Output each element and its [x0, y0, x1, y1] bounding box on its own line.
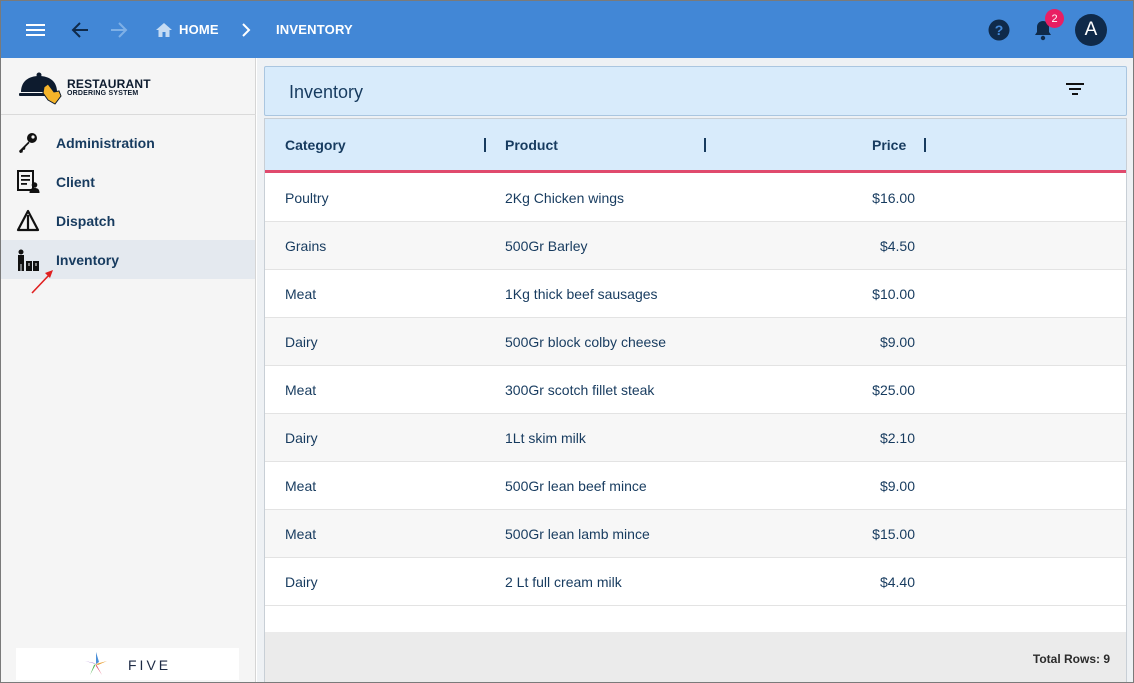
main-content: Inventory Category Product Price Poultry…	[257, 58, 1133, 682]
app-logo: RESTAURANT ORDERING SYSTEM	[1, 58, 256, 115]
cloche-icon	[19, 72, 62, 105]
svg-text:?: ?	[995, 22, 1004, 38]
table-row[interactable]: Dairy 500Gr block colby cheese $9.00	[265, 318, 1126, 366]
home-icon[interactable]	[149, 15, 179, 45]
sidebar: RESTAURANT ORDERING SYSTEM Administratio…	[1, 58, 256, 682]
avatar[interactable]: A	[1075, 14, 1107, 46]
cell-price: $9.00	[879, 478, 915, 494]
table-row[interactable]: Meat 300Gr scotch fillet steak $25.00	[265, 366, 1126, 414]
dispatch-icon	[16, 209, 40, 233]
cell-category: Poultry	[285, 190, 329, 206]
filter-icon[interactable]	[1065, 81, 1089, 103]
cell-product: 2Kg Chicken wings	[505, 190, 625, 206]
cell-price: $2.10	[879, 430, 915, 446]
cell-price: $16.00	[872, 190, 915, 206]
column-resize-handle[interactable]	[924, 138, 926, 152]
sidebar-item-client[interactable]: Client	[1, 162, 255, 201]
column-header-price[interactable]: Price	[872, 137, 907, 153]
chevron-right-icon	[231, 15, 261, 45]
cell-category: Meat	[285, 526, 317, 542]
table-row[interactable]: Meat 1Kg thick beef sausages $10.00	[265, 270, 1126, 318]
column-header-product[interactable]: Product	[505, 137, 558, 153]
breadcrumb-current: INVENTORY	[276, 22, 353, 37]
cell-product: 2 Lt full cream milk	[505, 574, 622, 590]
logo-subtitle: ORDERING SYSTEM	[67, 90, 139, 97]
cell-category: Dairy	[285, 334, 318, 350]
sidebar-item-label: Inventory	[56, 252, 120, 268]
logo-title: RESTAURANT	[67, 77, 151, 91]
cell-category: Dairy	[285, 574, 318, 590]
table-row[interactable]: Dairy 2 Lt full cream milk $4.40	[265, 558, 1126, 606]
sidebar-item-label: Dispatch	[56, 213, 116, 229]
forward-arrow-icon[interactable]	[104, 15, 134, 45]
column-resize-handle[interactable]	[484, 138, 486, 152]
five-logo: FIVE	[16, 648, 239, 680]
breadcrumb-home[interactable]: HOME	[179, 22, 219, 37]
cell-category: Meat	[285, 478, 317, 494]
cell-price: $15.00	[872, 526, 915, 542]
cell-product: 1Lt skim milk	[505, 430, 586, 446]
page-title: Inventory	[289, 82, 364, 102]
cell-category: Dairy	[285, 430, 318, 446]
cell-product: 300Gr scotch fillet steak	[505, 382, 655, 398]
client-form-icon	[16, 170, 40, 194]
cell-category: Meat	[285, 286, 317, 302]
help-icon[interactable]: ?	[984, 15, 1014, 45]
table-row[interactable]: Grains 500Gr Barley $4.50	[265, 222, 1126, 270]
inventory-table: Category Product Price Poultry 2Kg Chick…	[264, 118, 1127, 682]
five-logo-text: FIVE	[128, 657, 172, 673]
cell-price: $4.40	[879, 574, 915, 590]
cell-category: Grains	[285, 238, 327, 254]
five-logo-icon	[85, 652, 107, 675]
cell-price: $9.00	[879, 334, 915, 350]
page-header: Inventory	[264, 66, 1127, 116]
column-resize-handle[interactable]	[704, 138, 706, 152]
cell-product: 500Gr block colby cheese	[505, 334, 667, 350]
table-footer: Total Rows: 9	[265, 632, 1126, 682]
sidebar-item-administration[interactable]: Administration	[1, 123, 255, 162]
table-row[interactable]: Dairy 1Lt skim milk $2.10	[265, 414, 1126, 462]
menu-icon[interactable]	[21, 15, 51, 45]
table-header: Category Product Price	[265, 119, 1126, 173]
cell-product: 1Kg thick beef sausages	[505, 286, 658, 302]
cell-category: Meat	[285, 382, 317, 398]
cell-product: 500Gr Barley	[505, 238, 588, 254]
table-row[interactable]: Poultry 2Kg Chicken wings $16.00	[265, 174, 1126, 222]
cell-price: $4.50	[879, 238, 915, 254]
cell-product: 500Gr lean lamb mince	[505, 526, 650, 542]
table-row[interactable]: Meat 500Gr lean beef mince $9.00	[265, 462, 1126, 510]
cell-price: $10.00	[872, 286, 915, 302]
sidebar-item-inventory[interactable]: Inventory	[1, 240, 255, 279]
inventory-icon	[16, 248, 40, 272]
total-rows-label: Total Rows: 9	[1032, 652, 1110, 666]
red-arrow-annotation	[31, 270, 53, 294]
table-row[interactable]: Meat 500Gr lean lamb mince $15.00	[265, 510, 1126, 558]
sidebar-item-dispatch[interactable]: Dispatch	[1, 201, 255, 240]
top-bar: HOME INVENTORY ? 2 A	[1, 1, 1133, 58]
sidebar-item-label: Client	[56, 174, 95, 190]
cell-product: 500Gr lean beef mince	[505, 478, 647, 494]
key-icon	[16, 131, 40, 155]
notification-badge: 2	[1045, 9, 1064, 28]
back-arrow-icon[interactable]	[65, 15, 95, 45]
cell-price: $25.00	[872, 382, 915, 398]
sidebar-item-label: Administration	[56, 135, 155, 151]
column-header-category[interactable]: Category	[285, 137, 346, 153]
